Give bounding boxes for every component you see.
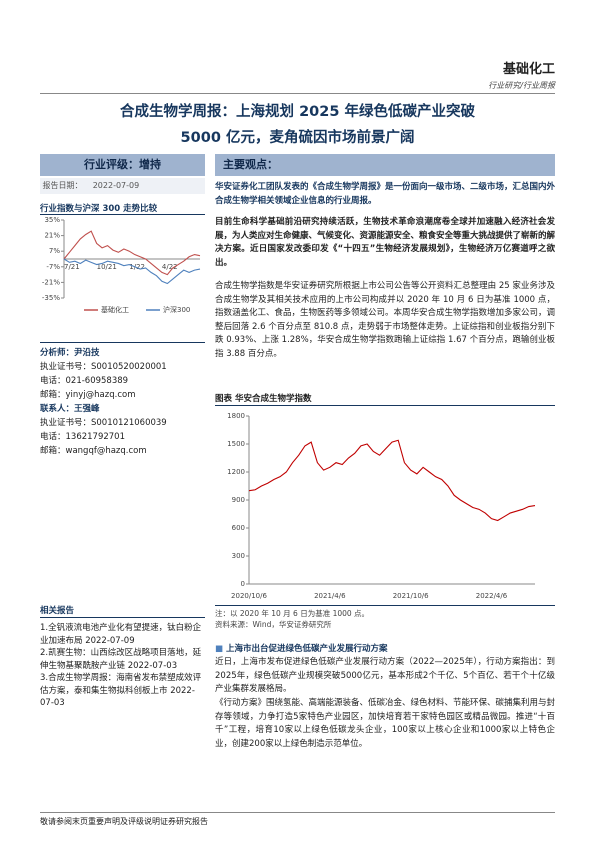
phone: 电话：021-60958389: [40, 376, 129, 386]
note: 注：以 2020 年 10 月 6 日为基准 1000 点。: [215, 609, 370, 618]
legend-label: 基础化工: [101, 305, 129, 314]
role: 联系人：: [40, 404, 75, 414]
figure-title: 图表 华安合成生物学指数: [215, 394, 312, 404]
date-label: 报告日期：: [42, 181, 83, 190]
cert: 执业证书号：S0010121060039: [40, 418, 167, 428]
rule: [40, 812, 555, 813]
line: [63, 230, 201, 276]
section-title: ■ 上海市出台促进绿色低碳产业发展行动方案: [215, 644, 388, 654]
note: 资料来源：Wind，华安证券研究所: [215, 620, 332, 629]
rule: [40, 617, 205, 618]
rule: [40, 93, 555, 94]
x-tick-label: 7/21: [64, 263, 80, 271]
y-tick-label: 1200: [227, 468, 245, 476]
y-tick-label: -7%: [46, 263, 60, 271]
related-item: 2.凯赛生物：山西综改区战略项目落地，延伸生物基聚酰胺产业链 2022-07-0…: [40, 648, 202, 671]
title: 5000 亿元，麦角硫因市场前景广阔: [180, 130, 415, 146]
y-tick-label: 900: [232, 496, 245, 504]
rating-value: 增持: [139, 158, 161, 171]
related-item: 3.合成生物学周报：海南省发布禁塑成效评估方案，泰和集生物拟科创板上市 2022…: [40, 673, 202, 708]
compare-chart: 35% 21% 7% -7% -21% -35% 7/21 10/21 1/22 4/22 基础化工…: [42, 216, 201, 314]
email: 邮箱：wangqf@hazq.com: [40, 446, 147, 456]
rule: [40, 214, 205, 215]
main-title: 主要观点：: [215, 154, 555, 176]
related-list: 1.全钒液流电池产业化有望提速，钛白粉企业加速布局 2022-07-09 2.凯…: [40, 622, 205, 710]
legend-label: 沪深300: [163, 305, 190, 314]
analyst: 分析师：尹沿技 执业证书号：S0010520020001 电话：021-6095…: [40, 346, 167, 458]
y-tick-label: 1500: [227, 440, 245, 448]
sector: 基础化工: [502, 62, 555, 77]
rule: [215, 605, 555, 606]
y-tick-label: -21%: [42, 278, 60, 286]
y-tick-label: 1800: [227, 412, 245, 420]
x-tick-label: 2020/10/6: [231, 592, 267, 600]
date-value: 2022-07-09: [92, 181, 140, 190]
rule: [215, 405, 555, 406]
rating-label: 行业评级：: [84, 158, 139, 171]
related-item: 1.全钒液流电池产业化有望提速，钛白粉企业加速布局 2022-07-09: [40, 623, 202, 646]
y-tick-label: 7%: [49, 247, 60, 255]
phone: 电话：13621792701: [40, 432, 125, 442]
y-tick-label: 300: [232, 552, 245, 560]
category: 行业研究/行业周报: [488, 81, 555, 90]
paragraph: 近日，上海市发布促进绿色低碳产业发展行动方案（2022—2025年），行动方案指…: [215, 657, 555, 694]
report-date: 报告日期： 2022-07-09: [40, 178, 205, 194]
paragraph: 华安证券化工团队发表的《合成生物学周报》是一份面向一级市场、二级市场，汇总国内外…: [215, 182, 556, 206]
y-tick-label: 0: [241, 580, 245, 588]
rule: [40, 342, 205, 343]
y-tick-label: 600: [232, 524, 245, 532]
x-tick-label: 1/22: [129, 263, 145, 271]
x-tick-label: 2021/4/6: [314, 592, 346, 600]
title: 合成生物学周报：上海规划 2025 年绿色低碳产业突破: [120, 104, 475, 120]
paragraph: 《行动方案》围绕氢能、高端能源装备、低碳冶金、绿色材料、节能环保、碳捕集利用与封…: [215, 698, 556, 749]
line: [248, 439, 536, 522]
y-tick-label: 35%: [44, 216, 60, 224]
x-tick-label: 2021/10/6: [393, 592, 429, 600]
name: 王强峰: [74, 404, 100, 414]
cert: 执业证书号：S0010520020001: [40, 362, 167, 372]
name: 尹沿技: [74, 348, 100, 358]
paragraph: 合成生物学指数是华安证券研究所根据上市公司公告等公开资料汇总整理由 25 家业务…: [215, 281, 556, 359]
x-tick-label: 10/21: [97, 263, 117, 271]
paragraph: 目前生命科学基础前沿研究持续活跃，生物技术革命浪潮席卷全球并加速融入经济社会发展…: [215, 217, 556, 268]
x-tick-label: 4/22: [162, 263, 178, 271]
line: [63, 258, 201, 285]
chart-title: 行业指数与沪深 300 走势比较: [40, 204, 158, 214]
related-title: 相关报告: [40, 606, 75, 616]
x-tick-label: 2022/4/6: [476, 592, 508, 600]
section-title-text: 上海市出台促进绿色低碳产业发展行动方案: [226, 644, 388, 654]
footer: 敬请参阅末页重要声明及评级说明证券研究报告: [40, 817, 208, 826]
y-tick-label: -35%: [42, 294, 60, 302]
role: 分析师：: [40, 348, 75, 358]
rating: 行业评级：增持: [40, 154, 205, 176]
email: 邮箱：yinyj@hazq.com: [40, 390, 136, 400]
index-chart: 0 300 600 900 1200 1500 1800 2020/10/6 2021/4/6 2…: [227, 412, 536, 600]
y-tick-label: 21%: [44, 232, 60, 240]
